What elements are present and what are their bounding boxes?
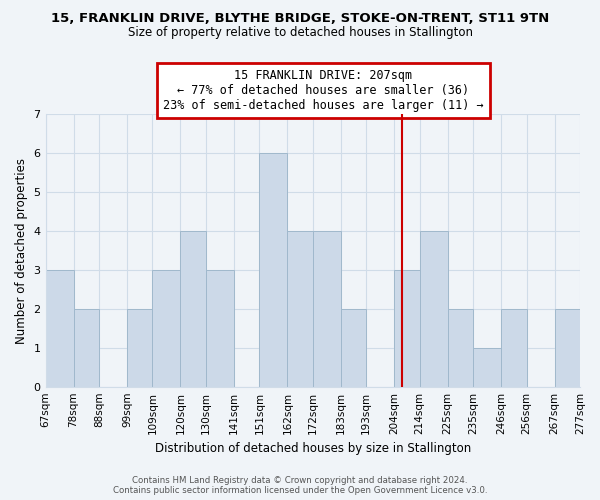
Bar [394, 270, 419, 386]
Bar [501, 309, 527, 386]
Text: Contains HM Land Registry data © Crown copyright and database right 2024.
Contai: Contains HM Land Registry data © Crown c… [113, 476, 487, 495]
Text: Size of property relative to detached houses in Stallington: Size of property relative to detached ho… [128, 26, 473, 39]
Bar [341, 309, 366, 386]
Bar [152, 270, 181, 386]
Bar [473, 348, 501, 387]
Bar [313, 231, 341, 386]
X-axis label: Distribution of detached houses by size in Stallington: Distribution of detached houses by size … [155, 442, 471, 455]
Text: 15 FRANKLIN DRIVE: 207sqm
← 77% of detached houses are smaller (36)
23% of semi-: 15 FRANKLIN DRIVE: 207sqm ← 77% of detac… [163, 68, 484, 112]
Bar [46, 270, 74, 386]
Bar [206, 270, 234, 386]
Y-axis label: Number of detached properties: Number of detached properties [15, 158, 28, 344]
Bar [181, 231, 206, 386]
Bar [419, 231, 448, 386]
Bar [74, 309, 99, 386]
Bar [287, 231, 313, 386]
Bar [554, 309, 580, 386]
Bar [448, 309, 473, 386]
Bar [259, 154, 287, 386]
Bar [127, 309, 152, 386]
Text: 15, FRANKLIN DRIVE, BLYTHE BRIDGE, STOKE-ON-TRENT, ST11 9TN: 15, FRANKLIN DRIVE, BLYTHE BRIDGE, STOKE… [51, 12, 549, 26]
